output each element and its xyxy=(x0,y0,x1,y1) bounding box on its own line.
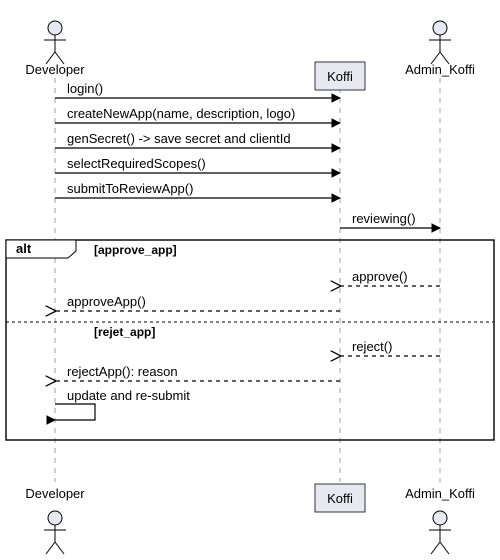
alt-cond-1: [rejet_app] xyxy=(94,325,155,339)
sequence-diagram: DeveloperKoffi Admin_Koffialt[approve_ap… xyxy=(0,0,500,560)
actor-label-bottom-admin: Admin_Koffi xyxy=(405,486,475,501)
alt-cond-0: [approve_app] xyxy=(94,243,177,257)
message-label-5: reviewing() xyxy=(352,211,416,226)
message-label-2: genSecret() -> save secret and clientId xyxy=(67,131,291,146)
message-label-7: approveApp() xyxy=(67,294,146,309)
message-label-0: login() xyxy=(67,81,103,96)
self-message-label: update and re-submit xyxy=(67,388,190,403)
actor-box-label-top-koffi: Koffi xyxy=(327,69,353,84)
message-label-4: submitToReviewApp() xyxy=(67,181,193,196)
actor-label-bottom-dev: Developer xyxy=(25,486,85,501)
message-label-9: rejectApp(): reason xyxy=(67,364,178,379)
actor-label-top-admin: Admin_Koffi xyxy=(405,62,475,77)
message-label-1: createNewApp(name, description, logo) xyxy=(67,106,295,121)
message-label-3: selectRequiredScopes() xyxy=(67,156,206,171)
message-label-8: reject() xyxy=(352,339,392,354)
actor-box-label-bottom-koffi: Koffi xyxy=(327,491,353,506)
message-label-6: approve() xyxy=(352,269,408,284)
alt-label: alt xyxy=(16,241,32,256)
actor-label-top-dev: Developer xyxy=(25,62,85,77)
